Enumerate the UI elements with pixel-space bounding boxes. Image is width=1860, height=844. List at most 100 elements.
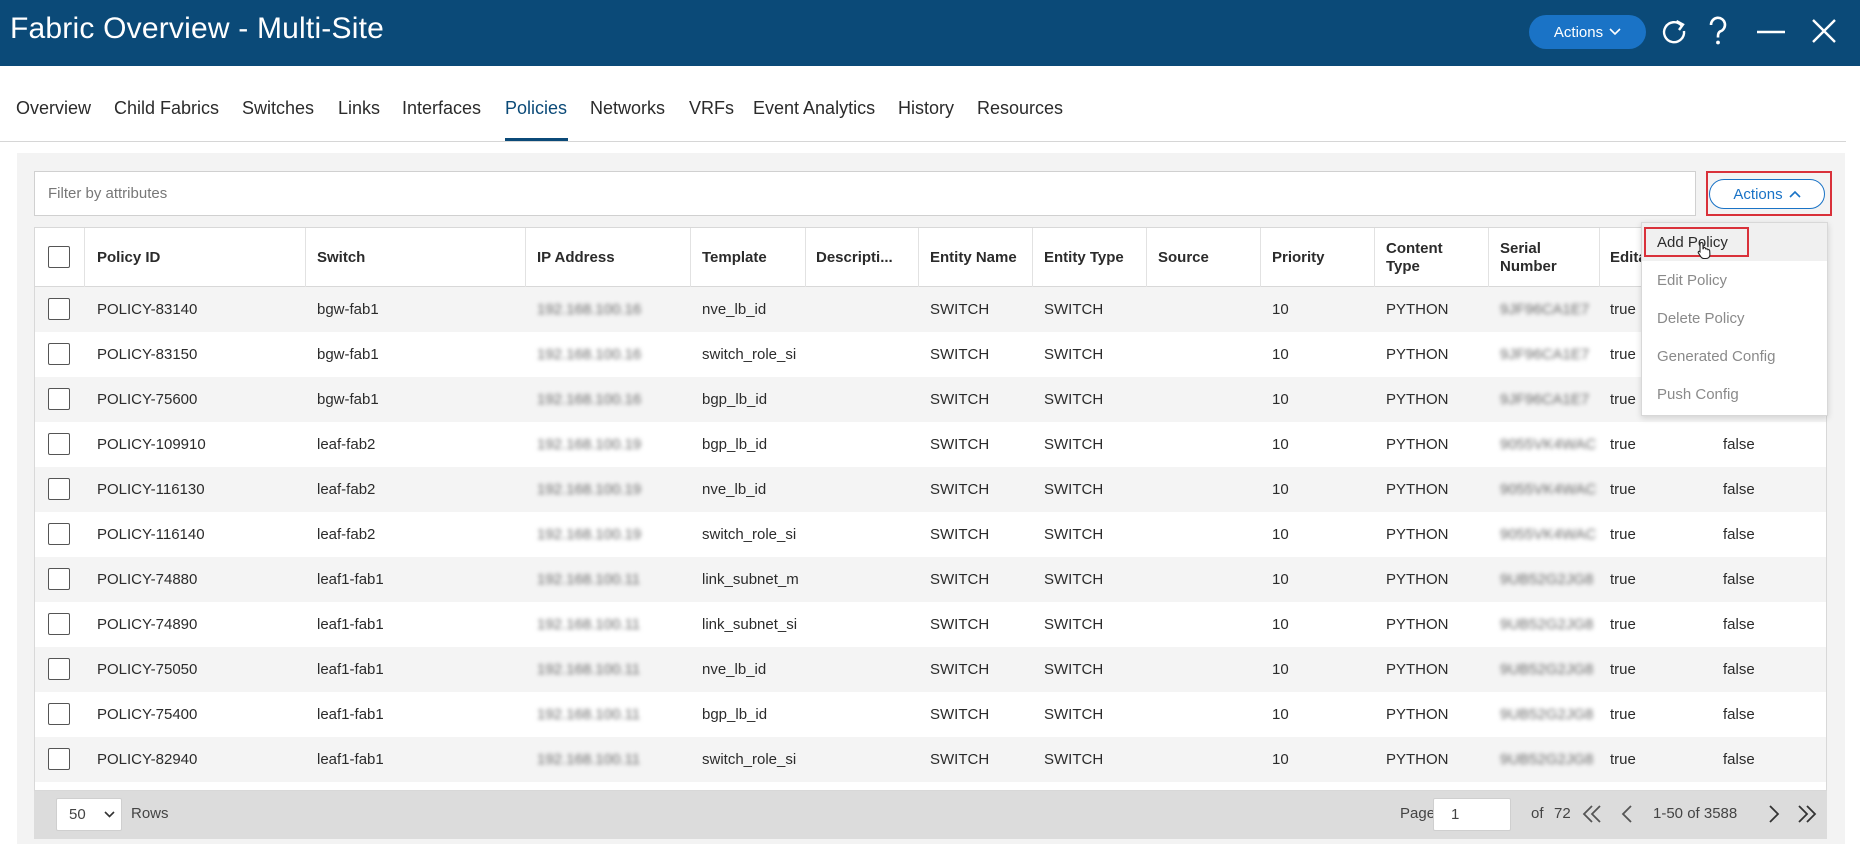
column-header-entity-type[interactable]: Entity Type xyxy=(1044,248,1124,266)
tab-history[interactable]: History xyxy=(898,98,955,118)
column-header-entity-name[interactable]: Entity Name xyxy=(930,248,1017,266)
cell-content-type: PYTHON xyxy=(1386,436,1449,453)
cell-priority: 10 xyxy=(1272,481,1289,498)
column-header-serial-number[interactable]: Serial Number xyxy=(1500,239,1557,275)
header-actions-button[interactable]: Actions xyxy=(1529,15,1646,49)
cell-serial-number: 9UB52G2JG8 xyxy=(1500,661,1594,678)
cell-serial-number: 9UB52G2JG8 xyxy=(1500,751,1594,768)
help-icon[interactable] xyxy=(1701,14,1735,48)
menu-item-generated-config[interactable]: Generated Config xyxy=(1657,347,1776,365)
table-row[interactable]: POLICY-74890 leaf1-fab1 192.168.100.11 link… xyxy=(35,602,1826,647)
table-row[interactable]: POLICY-75600 bgw-fab1 192.168.100.16 bgp_lb… xyxy=(35,377,1826,422)
column-header-policy-id[interactable]: Policy ID xyxy=(97,248,161,266)
column-header-content-type[interactable]: Content Type xyxy=(1386,239,1443,275)
tab-networks[interactable]: Networks xyxy=(590,98,666,118)
cell-ip-address: 192.168.100.11 xyxy=(537,751,641,768)
tab-vrfs[interactable]: VRFs xyxy=(689,98,734,118)
table-row[interactable]: POLICY-109910 leaf-fab2 192.168.100.19 bgp_… xyxy=(35,422,1826,467)
tab-resources[interactable]: Resources xyxy=(977,98,1064,118)
row-checkbox[interactable] xyxy=(48,703,70,725)
column-divider xyxy=(1146,228,1147,287)
cell-ip-address: 192.168.100.19 xyxy=(537,436,642,453)
table-header: Policy ID Switch IP Address Template Des… xyxy=(35,228,1826,287)
row-checkbox[interactable] xyxy=(48,298,70,320)
tab-event-analytics[interactable]: Event Analytics xyxy=(753,98,876,118)
cell-content-type: PYTHON xyxy=(1386,391,1449,408)
last-page-icon[interactable] xyxy=(1795,801,1819,827)
table-row[interactable]: POLICY-75050 leaf1-fab1 192.168.100.11 nve_… xyxy=(35,647,1826,692)
tab-overview[interactable]: Overview xyxy=(16,98,92,118)
table-row[interactable]: POLICY-74880 leaf1-fab1 192.168.100.11 link… xyxy=(35,557,1826,602)
cell-template: bgp_lb_id xyxy=(702,706,768,723)
row-checkbox[interactable] xyxy=(48,523,70,545)
table-row[interactable]: POLICY-116140 leaf-fab2 192.168.100.19 swit… xyxy=(35,512,1826,557)
cell-switch: leaf1-fab1 xyxy=(317,661,384,678)
row-checkbox[interactable] xyxy=(48,568,70,590)
actions-dropdown-menu: Add Policy Edit Policy Delete Policy Gen… xyxy=(1641,222,1828,416)
table-row[interactable]: POLICY-83150 bgw-fab1 192.168.100.16 switch… xyxy=(35,332,1826,377)
menu-item-edit-policy[interactable]: Edit Policy xyxy=(1657,271,1728,289)
column-divider xyxy=(1032,228,1033,287)
cell-entity-name: SWITCH xyxy=(930,706,990,723)
column-header-source[interactable]: Source xyxy=(1158,248,1209,266)
column-header-priority[interactable]: Priority xyxy=(1272,248,1325,266)
minimize-icon[interactable] xyxy=(1754,14,1788,48)
first-page-icon[interactable] xyxy=(1580,801,1604,827)
table-row[interactable]: POLICY-75400 leaf1-fab1 192.168.100.11 bgp_… xyxy=(35,692,1826,737)
table-row[interactable]: POLICY-82940 leaf1-fab1 192.168.100.11 swit… xyxy=(35,737,1826,782)
cell-entity-type: SWITCH xyxy=(1044,571,1104,588)
row-checkbox[interactable] xyxy=(48,613,70,635)
column-divider xyxy=(805,228,806,287)
column-header-editable[interactable]: Edita xyxy=(1610,248,1647,266)
previous-page-icon[interactable] xyxy=(1615,801,1639,827)
tab-switches[interactable]: Switches xyxy=(242,98,315,118)
menu-item-add-policy[interactable]: Add Policy xyxy=(1642,223,1827,261)
table-row[interactable]: POLICY-116130 leaf-fab2 192.168.100.19 nve_… xyxy=(35,467,1826,512)
menu-item-push-config[interactable]: Push Config xyxy=(1657,385,1739,403)
cell-policy-id: POLICY-74890 xyxy=(97,616,198,633)
tab-bar: Overview Child Fabrics Switches Links In… xyxy=(0,84,1846,142)
cell-editable: true xyxy=(1610,616,1636,633)
rows-per-page-value: 50 xyxy=(69,806,86,823)
cell-policy-id: POLICY-109910 xyxy=(97,436,206,453)
cell-entity-name: SWITCH xyxy=(930,616,990,633)
tab-links[interactable]: Links xyxy=(338,98,381,118)
column-header-template[interactable]: Template xyxy=(702,248,767,266)
page-number-input[interactable]: 1 xyxy=(1433,798,1511,831)
cell-entity-type: SWITCH xyxy=(1044,481,1104,498)
cell-editable: true xyxy=(1610,706,1636,723)
column-header-ip-address[interactable]: IP Address xyxy=(537,248,615,266)
total-pages: 72 xyxy=(1554,805,1571,822)
table-row[interactable]: POLICY-83140 bgw-fab1 192.168.100.16 nve_lb… xyxy=(35,287,1826,332)
next-page-icon[interactable] xyxy=(1762,801,1786,827)
refresh-icon[interactable] xyxy=(1657,14,1691,48)
cell-policy-id: POLICY-75050 xyxy=(97,661,198,678)
cell-switch: leaf-fab2 xyxy=(317,436,376,453)
column-header-description[interactable]: Descripti... xyxy=(816,248,893,266)
add-policy-highlight-box xyxy=(1644,227,1749,257)
rows-per-page-select[interactable]: 50 xyxy=(56,798,122,831)
cell-editable: true xyxy=(1610,751,1636,768)
row-checkbox[interactable] xyxy=(48,343,70,365)
tab-child-fabrics[interactable]: Child Fabrics xyxy=(114,98,220,118)
cell-priority: 10 xyxy=(1272,436,1289,453)
row-checkbox[interactable] xyxy=(48,433,70,455)
close-icon[interactable] xyxy=(1807,14,1841,48)
filter-input[interactable] xyxy=(35,172,1695,215)
table-actions-button[interactable]: Actions xyxy=(1709,179,1825,209)
menu-item-delete-policy[interactable]: Delete Policy xyxy=(1657,309,1745,327)
cell-policy-id: POLICY-116140 xyxy=(97,526,205,543)
row-checkbox[interactable] xyxy=(48,748,70,770)
row-checkbox[interactable] xyxy=(48,658,70,680)
filter-field[interactable] xyxy=(34,171,1696,216)
cell-editable: true xyxy=(1610,526,1636,543)
cell-content-type: PYTHON xyxy=(1386,661,1449,678)
tab-policies[interactable]: Policies xyxy=(505,98,568,118)
column-header-switch[interactable]: Switch xyxy=(317,248,366,266)
select-all-checkbox[interactable] xyxy=(48,246,70,268)
row-checkbox[interactable] xyxy=(48,478,70,500)
tab-interfaces[interactable]: Interfaces xyxy=(402,98,482,118)
cell-ip-address: 192.168.100.19 xyxy=(537,481,642,498)
cell-content-type: PYTHON xyxy=(1386,616,1449,633)
row-checkbox[interactable] xyxy=(48,388,70,410)
